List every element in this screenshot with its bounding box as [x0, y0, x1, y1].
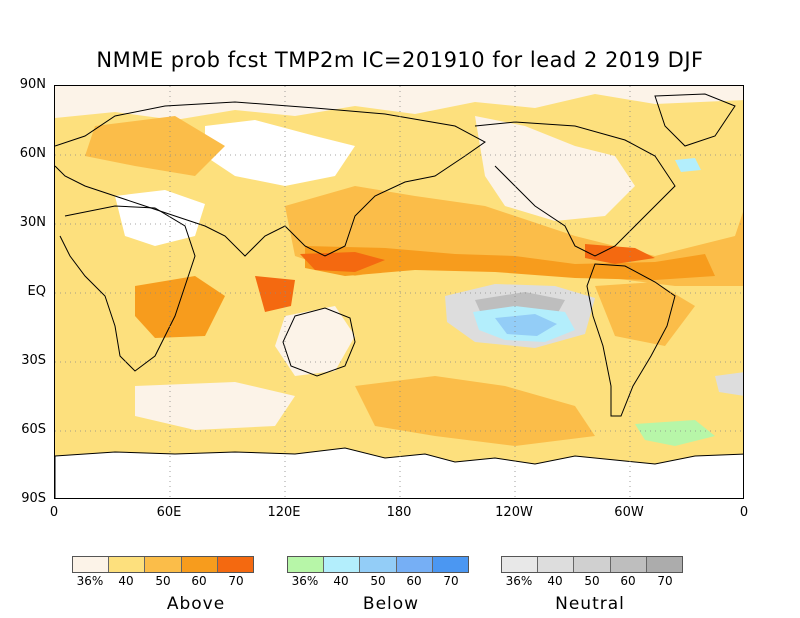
- graticule: [55, 86, 743, 498]
- forecast-map: [55, 86, 743, 498]
- legend-above-name: Above: [166, 594, 226, 614]
- legend-above-tick: 70: [228, 574, 244, 588]
- legend-below-tick: 50: [370, 574, 386, 588]
- legend-neutral-bar: [501, 556, 683, 573]
- lon-label-120w: 120W: [495, 505, 533, 520]
- lon-label-0-east: 0: [739, 505, 749, 520]
- lon-label-0: 0: [49, 505, 59, 520]
- legend-above-tick: 50: [155, 574, 171, 588]
- south-pacific-above-band: [355, 376, 595, 446]
- north-america-pale-region: [475, 116, 635, 221]
- legend-below: 36% 40 50 60 70: [287, 556, 469, 589]
- legend-neutral-tick: 40: [547, 574, 563, 588]
- lon-label-120e: 120E: [267, 505, 301, 520]
- lat-label-30s: 30S: [21, 353, 46, 368]
- europe-above-band: [85, 116, 225, 176]
- south-america-coast: [586, 263, 676, 417]
- eurasia-blank-region: [205, 120, 355, 186]
- legend-below-name: Below: [362, 594, 420, 614]
- australia-pale-region: [275, 306, 355, 376]
- lat-label-eq: EQ: [27, 284, 46, 299]
- legend-above: 36% 40 50 60 70: [72, 556, 254, 589]
- north-america-coast: [474, 121, 676, 257]
- legend-neutral-name: Neutral: [555, 594, 625, 614]
- legend-below-swatch: [360, 557, 397, 572]
- legend-above-swatch: [217, 557, 254, 572]
- indian-ocean-above-core: [135, 276, 225, 338]
- caribbean-strong-core: [585, 244, 655, 264]
- legend-above-swatch: [73, 557, 110, 572]
- south-america-above-band: [595, 282, 695, 346]
- legend-below-tick: 60: [406, 574, 422, 588]
- lat-label-90s: 90S: [21, 491, 46, 506]
- lat-label-30n: 30N: [19, 215, 46, 230]
- legend-neutral-swatch: [610, 557, 647, 572]
- legend-above-tick: 40: [118, 574, 134, 588]
- legend-neutral-tick: 60: [620, 574, 636, 588]
- coastlines: [55, 93, 736, 417]
- tropical-above-core: [305, 246, 715, 280]
- southern-indian-pale-region: [135, 382, 295, 430]
- legend-below-swatch: [288, 557, 325, 572]
- legend-neutral: 36% 40 50 60 70: [501, 556, 683, 589]
- legend-above-swatch: [109, 557, 146, 572]
- legend-neutral-swatch: [574, 557, 611, 572]
- legend-neutral-swatch: [646, 557, 683, 572]
- lat-label-60s: 60S: [21, 422, 46, 437]
- south-atlantic-neutral-patch: [715, 372, 743, 396]
- legend-below-tick: 40: [333, 574, 349, 588]
- legend-neutral-swatch: [502, 557, 539, 572]
- legend-neutral-tick: 50: [584, 574, 600, 588]
- arctic-pale-region: [55, 86, 743, 120]
- legend-above-bar: [72, 556, 254, 573]
- legend-above-swatch: [145, 557, 182, 572]
- lon-label-60e: 60E: [156, 505, 182, 520]
- legend-neutral-swatch: [538, 557, 575, 572]
- legend-above-tick: 36%: [76, 574, 104, 588]
- west-pacific-strong-core: [300, 252, 385, 272]
- legend-above-swatch: [181, 557, 218, 572]
- maritime-continent-core: [255, 276, 295, 312]
- map-title: NMME prob fcst TMP2m IC=201910 for lead …: [96, 48, 704, 72]
- legend-below-bar: [287, 556, 469, 573]
- southern-ocean-below-patch: [635, 420, 715, 446]
- legend-below-tick: 36%: [291, 574, 319, 588]
- lat-label-90n: 90N: [19, 77, 46, 92]
- legend-below-swatch: [324, 557, 361, 572]
- legend-neutral-tick: 70: [657, 574, 673, 588]
- legend-above-tick: 60: [191, 574, 207, 588]
- legend-neutral-tick: 36%: [505, 574, 533, 588]
- australia-coast: [282, 307, 356, 377]
- legend-below-swatch: [396, 557, 433, 572]
- lon-label-60w: 60W: [614, 505, 644, 520]
- map-frame: [54, 85, 744, 499]
- legend-below-swatch: [432, 557, 469, 572]
- africa-coast: [59, 205, 196, 372]
- below-core: [495, 314, 557, 336]
- hudson-below-patch: [675, 158, 701, 172]
- lon-label-180: 180: [386, 505, 412, 520]
- antarctica-region: [55, 447, 743, 498]
- greenland-coast: [654, 93, 736, 147]
- legend-below-tick: 70: [443, 574, 459, 588]
- lat-label-60n: 60N: [19, 146, 46, 161]
